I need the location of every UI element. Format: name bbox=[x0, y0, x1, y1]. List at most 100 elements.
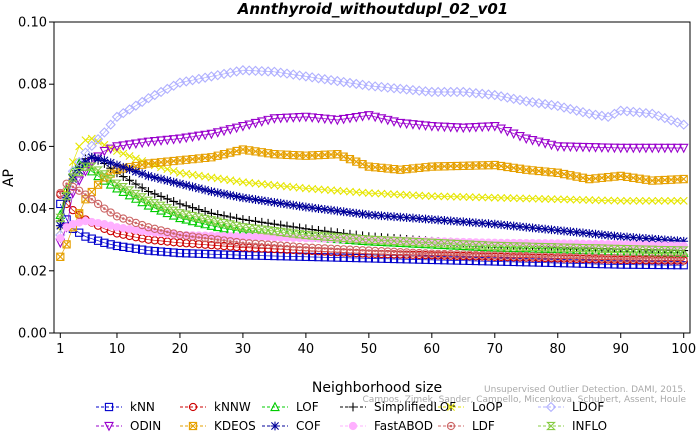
point-simplifiedlof-11 bbox=[118, 172, 128, 181]
point-odin-93 bbox=[634, 143, 645, 154]
point-inflo-66 bbox=[464, 240, 475, 249]
series-layer bbox=[55, 65, 689, 270]
point-inflo-63 bbox=[445, 239, 456, 248]
point-cof-26 bbox=[213, 188, 223, 198]
point-ldf-48 bbox=[352, 245, 361, 255]
point-inflo-20 bbox=[175, 209, 185, 218]
point-cof-43 bbox=[320, 204, 330, 214]
credit-line-1: Campos, Zimek, Sander, Campello, Micenko… bbox=[363, 395, 687, 405]
point-simplifiedlof-43 bbox=[320, 226, 330, 236]
point-cof-23 bbox=[194, 183, 204, 193]
point-ldf-68 bbox=[478, 250, 487, 260]
point-ldf-88 bbox=[603, 253, 613, 263]
point-inflo-69 bbox=[483, 241, 494, 250]
legend-label-inflo: INFLO bbox=[572, 419, 607, 433]
point-odin-86 bbox=[590, 143, 601, 153]
point-inflo-77 bbox=[533, 242, 544, 252]
point-ldof-24 bbox=[199, 72, 211, 83]
point-ldof-81 bbox=[558, 102, 570, 113]
point-ldof-48 bbox=[351, 78, 362, 90]
point-odin-90 bbox=[615, 143, 626, 154]
legend: kNN kNNW LOF SimplifiedLOF LoOP LDOF ODIN KDEOS… bbox=[96, 400, 607, 433]
point-ldof-49 bbox=[357, 79, 368, 90]
point-cof-40 bbox=[301, 202, 311, 212]
point-inflo-96 bbox=[653, 245, 664, 255]
point-inflo-58 bbox=[414, 238, 425, 247]
point-loop-7 bbox=[94, 137, 103, 146]
point-cof-60 bbox=[427, 215, 437, 224]
point-knn-99 bbox=[673, 260, 682, 270]
point-knn-69 bbox=[484, 257, 493, 266]
point-inflo-13 bbox=[130, 189, 141, 199]
point-odin-82 bbox=[565, 142, 576, 153]
x-tick-label-40: 40 bbox=[298, 342, 315, 357]
point-ldof-79 bbox=[546, 99, 557, 111]
point-cof-44 bbox=[326, 205, 336, 215]
point-knn-84 bbox=[578, 259, 588, 268]
point-kdeos-100 bbox=[679, 174, 688, 184]
point-loop-42 bbox=[314, 185, 323, 194]
point-inflo-54 bbox=[389, 236, 399, 246]
point-ldof-56 bbox=[401, 84, 412, 95]
point-odin-63 bbox=[445, 122, 456, 133]
point-inflo-25 bbox=[206, 216, 217, 225]
x-tick-label-80: 80 bbox=[549, 342, 566, 357]
point-knn-48 bbox=[352, 253, 361, 263]
point-loop-35 bbox=[270, 181, 279, 190]
point-ldf-7 bbox=[93, 199, 103, 209]
point-loop-91 bbox=[623, 196, 632, 205]
point-simplifiedlof-30 bbox=[238, 215, 248, 224]
point-loop-52 bbox=[377, 189, 386, 198]
point-loop-25 bbox=[207, 173, 216, 182]
point-cof-48 bbox=[351, 208, 361, 218]
point-odin-100 bbox=[678, 143, 689, 154]
point-inflo-2 bbox=[61, 192, 72, 201]
point-odin-96 bbox=[653, 143, 664, 154]
series-line-inflo bbox=[59, 166, 684, 251]
point-ldf-39 bbox=[295, 242, 304, 252]
point-inflo-6 bbox=[86, 162, 97, 171]
point-odin-91 bbox=[622, 143, 632, 154]
point-odin-26 bbox=[212, 128, 223, 138]
point-ldf-17 bbox=[156, 226, 166, 235]
legend-label-simplifiedlof: SimplifiedLOF bbox=[374, 400, 456, 414]
point-loop-64 bbox=[453, 192, 461, 201]
point-ldf-19 bbox=[169, 229, 178, 238]
legend-item-lof: LOF bbox=[262, 400, 319, 414]
point-ldf-40 bbox=[301, 243, 311, 252]
point-cof-62 bbox=[440, 216, 449, 225]
point-cof-84 bbox=[578, 228, 588, 238]
point-inflo-53 bbox=[382, 236, 393, 245]
point-ldf-49 bbox=[358, 246, 367, 255]
legend-marker-ldof bbox=[545, 401, 557, 413]
point-ldof-53 bbox=[382, 82, 393, 93]
point-cof-53 bbox=[383, 211, 393, 221]
point-odin-62 bbox=[439, 122, 450, 133]
point-knn-76 bbox=[528, 258, 537, 267]
point-cof-91 bbox=[622, 232, 632, 242]
point-cof-7 bbox=[93, 154, 103, 164]
point-odin-64 bbox=[452, 123, 462, 133]
point-ldof-72 bbox=[502, 92, 513, 103]
point-cof-89 bbox=[610, 231, 619, 241]
point-cof-36 bbox=[276, 198, 286, 208]
point-knn-29 bbox=[232, 250, 241, 260]
point-ldf-54 bbox=[389, 247, 399, 256]
point-ldf-9 bbox=[106, 208, 115, 217]
legend-marker-knnw bbox=[188, 402, 198, 412]
point-ldof-59 bbox=[420, 86, 431, 97]
point-ldof-85 bbox=[584, 108, 595, 119]
legend-marker-cof bbox=[270, 421, 280, 431]
point-ldf-50 bbox=[364, 246, 374, 255]
point-knn-61 bbox=[433, 255, 443, 265]
point-cof-85 bbox=[584, 229, 594, 238]
point-cof-98 bbox=[666, 235, 676, 245]
point-ldf-62 bbox=[440, 249, 449, 259]
y-tick-label-4: 0.08 bbox=[18, 78, 47, 93]
point-odin-42 bbox=[313, 113, 324, 124]
point-cof-15 bbox=[144, 171, 153, 181]
point-fastabod-1 bbox=[56, 233, 65, 243]
point-knnw-16 bbox=[150, 236, 159, 245]
point-odin-50 bbox=[363, 111, 374, 121]
credit-line-2: Unsupervised Outlier Detection. DAMI, 20… bbox=[484, 385, 686, 395]
